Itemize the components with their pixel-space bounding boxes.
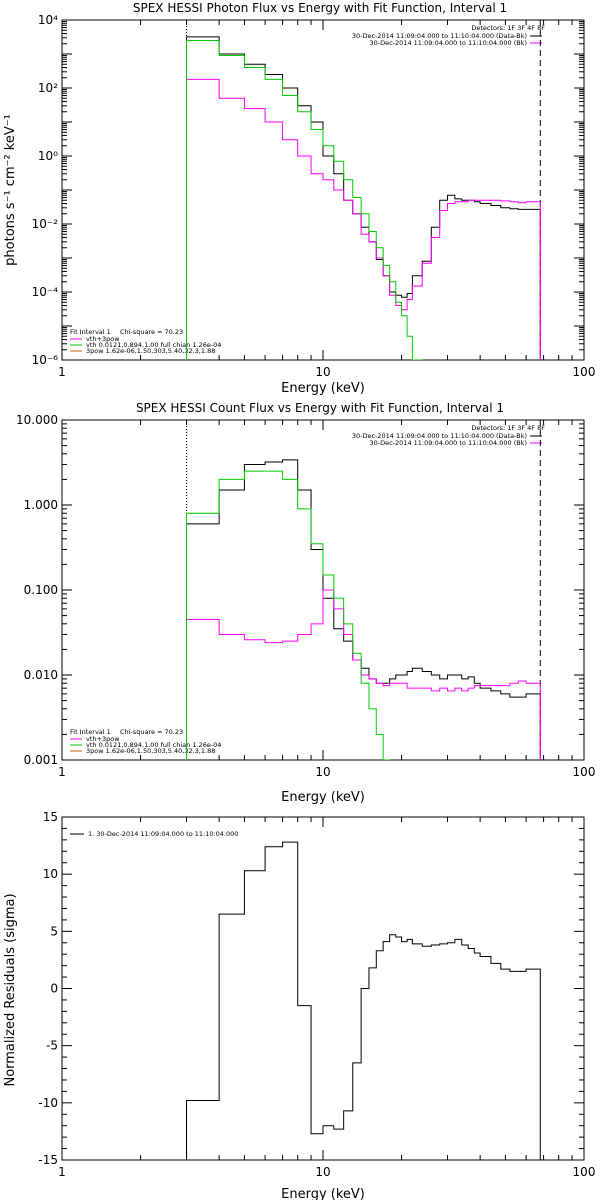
photon-flux-y-tick-label: 10⁻²	[32, 217, 59, 231]
count-flux-xlabel: Energy (keV)	[281, 790, 365, 805]
photon-flux-y-tick-label: 10⁴	[38, 13, 58, 27]
residuals-y-tick-label: 5	[50, 924, 58, 938]
photon-flux-x-tick-label: 100	[573, 365, 596, 379]
count-flux-detectors: Detectors: 1F 3F 4F 8F	[471, 424, 545, 432]
photon-flux-y-tick-label: 10⁻⁴	[32, 285, 59, 299]
photon-flux-panel: SPEX HESSI Photon Flux vs Energy with Fi…	[3, 1, 596, 396]
count-flux-x-tick-label: 10	[315, 765, 330, 779]
count-flux-fit-interval: Fit Interval 1	[70, 728, 111, 736]
photon-flux-x-tick-label: 10	[315, 365, 330, 379]
photon-flux-fit-item3: 3pow 1.62e-06,1.50,303,5.40,32.3,1.88	[86, 347, 215, 355]
count-flux-series-bk	[186, 589, 541, 760]
count-flux-series-vth-3pow	[186, 470, 391, 760]
photon-flux-y-tick-label: 10²	[38, 81, 58, 95]
residuals-y-tick-label: -10	[38, 1096, 58, 1110]
photon-flux-plot-frame	[61, 19, 585, 361]
count-flux-fit-item2: vth 0.0121,0.894,1.00 full chian 1.26e-0…	[86, 741, 221, 749]
residuals-x-tick-label: 10	[315, 1165, 330, 1179]
count-flux-x-tick-label: 1	[58, 765, 66, 779]
count-flux-fit-item1: vth+3pow	[86, 735, 120, 743]
count-flux-y-tick-label: 1.000	[24, 498, 58, 512]
photon-flux-fit-item2: vth 0.0121,0.894,1.00 full chian 1.26e-0…	[86, 341, 221, 349]
residuals-y-tick-label: -15	[38, 1153, 58, 1167]
count-flux-x-tick-label: 100	[573, 765, 596, 779]
residuals-panel: Normalized Residuals (sigma) Energy (keV…	[3, 810, 595, 1200]
photon-flux-xlabel: Energy (keV)	[281, 381, 365, 396]
photon-flux-detectors: Detectors: 1F 3F 4F 8F	[471, 24, 545, 32]
photon-flux-fit-interval: Fit Interval 1	[70, 328, 111, 336]
residuals-xlabel: Energy (keV)	[281, 1187, 365, 1200]
count-flux-legend-data: 30-Dec-2014 11:09:04.000 to 11:10:04.000…	[352, 432, 527, 440]
residuals-x-tick-label: 100	[573, 1165, 596, 1179]
count-flux-chi-square: Chi-square = 70.23	[120, 728, 183, 736]
photon-flux-legend-data: 30-Dec-2014 11:09:04.000 to 11:10:04.000…	[352, 32, 527, 40]
count-flux-y-tick-label: 0.010	[24, 668, 58, 682]
residuals-x-tick-label: 1	[58, 1165, 66, 1179]
photon-flux-series-data-bk	[186, 36, 541, 360]
residuals-plot-frame	[61, 816, 585, 1161]
count-flux-y-tick-label: 10.000	[16, 413, 58, 427]
residuals-y-tick-label: 15	[43, 810, 58, 824]
residuals-ylabel: Normalized Residuals (sigma)	[3, 893, 18, 1086]
count-flux-title: SPEX HESSI Count Flux vs Energy with Fit…	[136, 401, 504, 415]
count-flux-panel: SPEX HESSI Count Flux vs Energy with Fit…	[16, 401, 596, 805]
residuals-y-tick-label: 10	[43, 867, 58, 881]
residuals-y-tick-label: 0	[50, 982, 58, 996]
photon-flux-x-tick-label: 1	[58, 365, 66, 379]
residuals-y-tick-label: -5	[46, 1039, 58, 1053]
count-flux-y-tick-label: 0.100	[24, 583, 58, 597]
count-flux-legend-bk: 30-Dec-2014 11:09:04.000 to 11:10:04.000…	[370, 439, 528, 447]
photon-flux-ylabel: photons s⁻¹ cm⁻² keV⁻¹	[3, 114, 18, 266]
photon-flux-y-tick-label: 10⁰	[38, 149, 58, 163]
count-flux-fit-item3: 3pow 1.62e-06,1.50,303,5.40,32.3,1.88	[86, 747, 215, 755]
photon-flux-legend-bk: 30-Dec-2014 11:09:04.000 to 11:10:04.000…	[370, 39, 528, 47]
photon-flux-y-tick-label: 10⁻⁶	[32, 353, 59, 367]
photon-flux-series-vth-3pow	[186, 39, 423, 360]
photon-flux-fit-item1: vth+3pow	[86, 335, 120, 343]
photon-flux-chi-square: Chi-square = 70.23	[120, 328, 183, 336]
photon-flux-title: SPEX HESSI Photon Flux vs Energy with Fi…	[133, 1, 507, 15]
residuals-legend: 1. 30-Dec-2014 11:09:04.000 to 11:10:04.…	[88, 830, 238, 838]
count-flux-y-tick-label: 0.001	[24, 753, 58, 767]
residuals-series-residuals	[186, 841, 541, 1160]
